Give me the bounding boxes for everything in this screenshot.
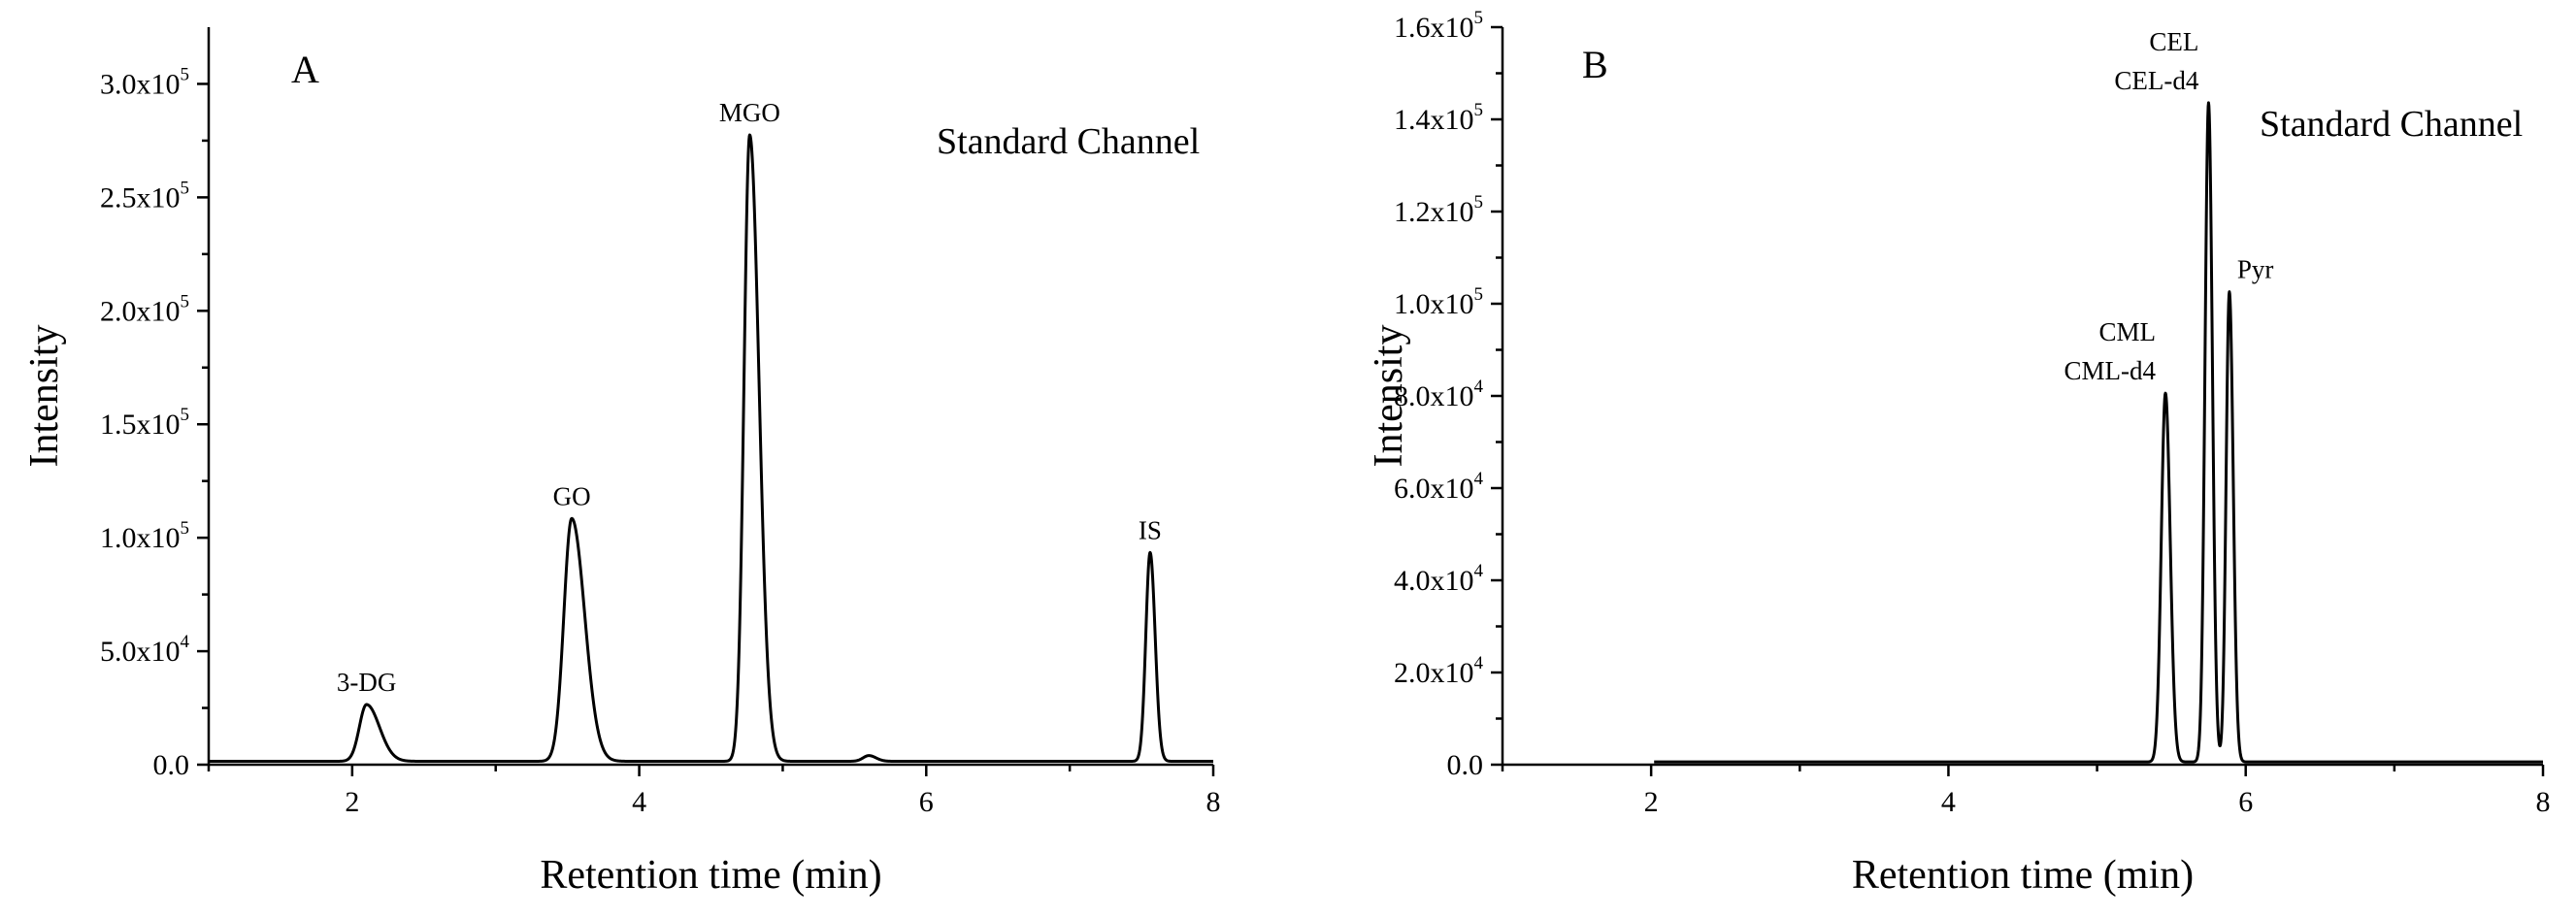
panel-a-y-tick-label: 2.5x105 <box>100 178 189 213</box>
panel-a-peak-label: MGO <box>719 98 780 127</box>
panel-b-chromatogram-trace <box>1653 101 2545 764</box>
panel-a-channel-label: Standard Channel <box>937 121 1200 162</box>
panel-b-peak-label: CML-d4 <box>2064 356 2157 385</box>
panel-b-y-tick-label: 0.0 <box>1447 749 1484 781</box>
panel-b-channel-label: Standard Channel <box>2260 104 2523 145</box>
panel-b-peak-label: CEL-d4 <box>2114 66 2198 95</box>
panel-b-chart: 2 4 6 8 0.0 2.0x104 4.0x104 6.0x104 8.0x104 1.0x1… <box>1367 8 2551 898</box>
panel-b-y-tick-label: 1.0x105 <box>1394 284 1483 320</box>
panel-a-y-tick-label: 1.5x105 <box>100 405 189 441</box>
panel-b-x-tick-label: 8 <box>2536 786 2551 818</box>
panel-a-y-tick-label: 1.0x105 <box>100 518 189 554</box>
panel-b-panel-letter: B <box>1582 43 1608 86</box>
panel-a-y-axis-title: Intensity <box>22 325 67 468</box>
panel-a-x-tick-label: 4 <box>632 786 646 818</box>
panel-a-y-tick-label: 3.0x105 <box>100 64 189 100</box>
panel-b-y-axis-title: Intensity <box>1367 325 1411 468</box>
panel-b-y-tick-label: 4.0x104 <box>1394 561 1484 597</box>
panel-b-y-tick-label: 1.6x105 <box>1394 8 1483 44</box>
panel-a-peak-label: IS <box>1139 515 1162 544</box>
panel-b-peak-label: CML <box>2099 317 2157 346</box>
panel-a-panel-letter: A <box>291 48 319 91</box>
panel-a-x-tick-label: 6 <box>919 786 934 818</box>
panel-a-y-tick-label: 2.0x105 <box>100 291 189 327</box>
panel-a-peak-label: GO <box>553 481 591 510</box>
panel-b-y-tick-label: 1.2x105 <box>1394 192 1483 228</box>
panel-b-y-tick-label: 2.0x104 <box>1394 653 1484 689</box>
panel-a-chromatogram-trace <box>207 133 1215 763</box>
panel-b-peak-label: Pyr <box>2237 255 2274 284</box>
panel-b-x-tick-label: 6 <box>2238 786 2253 818</box>
panel-b-y-tick-label: 8.0x104 <box>1394 377 1484 412</box>
panel-a-x-tick-label: 2 <box>345 786 359 818</box>
panel-b-x-tick-label: 2 <box>1644 786 1659 818</box>
panel-a-y-tick-label: 0.0 <box>153 749 190 781</box>
panel-a-peak-label: 3-DG <box>337 668 397 697</box>
panel-a-chart: 2 4 6 8 0.0 5.0x104 1.0x105 1.5x105 2.0x105 2.5x1… <box>22 27 1221 898</box>
panel-a-x-axis-title: Retention time (min) <box>540 853 881 898</box>
panel-b-x-axis-title: Retention time (min) <box>1852 853 2194 898</box>
panel-b-y-tick-label: 6.0x104 <box>1394 469 1484 505</box>
panel-a-x-tick-label: 8 <box>1206 786 1221 818</box>
panel-b-peak-label: CEL <box>2149 27 2198 56</box>
panel-b-x-tick-label: 4 <box>1941 786 1956 818</box>
panel-a-y-tick-label: 5.0x104 <box>100 632 190 668</box>
panel-b-y-tick-label: 1.4x105 <box>1394 100 1483 136</box>
